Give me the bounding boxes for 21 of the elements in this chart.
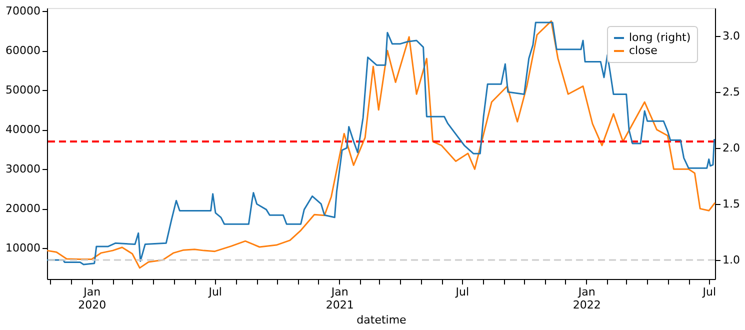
y-tick-label: 50000 (6, 84, 40, 97)
y-tick-label: 20000 (6, 202, 40, 216)
y2-tick-label: 2.5 (722, 85, 740, 98)
y-tick-label: 10000 (6, 242, 40, 255)
y-tick-label: 30000 (6, 162, 40, 176)
x-tick-label: Jan 2021 (326, 286, 354, 312)
legend-label: long (right) (629, 31, 691, 44)
x-tick-label: Jul (454, 286, 470, 298)
y-tick-label: 70000 (6, 4, 40, 18)
y2-tick-label: 2.0 (722, 141, 740, 154)
legend-label: close (629, 44, 658, 57)
x-tick-label: Jul (208, 286, 222, 298)
x-tick-label: Jan 2022 (572, 286, 601, 312)
y2-tick-label: 1.0 (722, 253, 740, 266)
y2-tick-label: 3.0 (722, 29, 740, 42)
y-tick-label: 60000 (6, 44, 40, 58)
y-tick-label: 40000 (6, 123, 40, 136)
y2-tick-label: 1.5 (722, 197, 740, 210)
x-tick-label: Jul (702, 286, 716, 298)
x-axis-title: datetime (356, 314, 407, 326)
x-tick-label: Jan 2020 (78, 286, 106, 312)
